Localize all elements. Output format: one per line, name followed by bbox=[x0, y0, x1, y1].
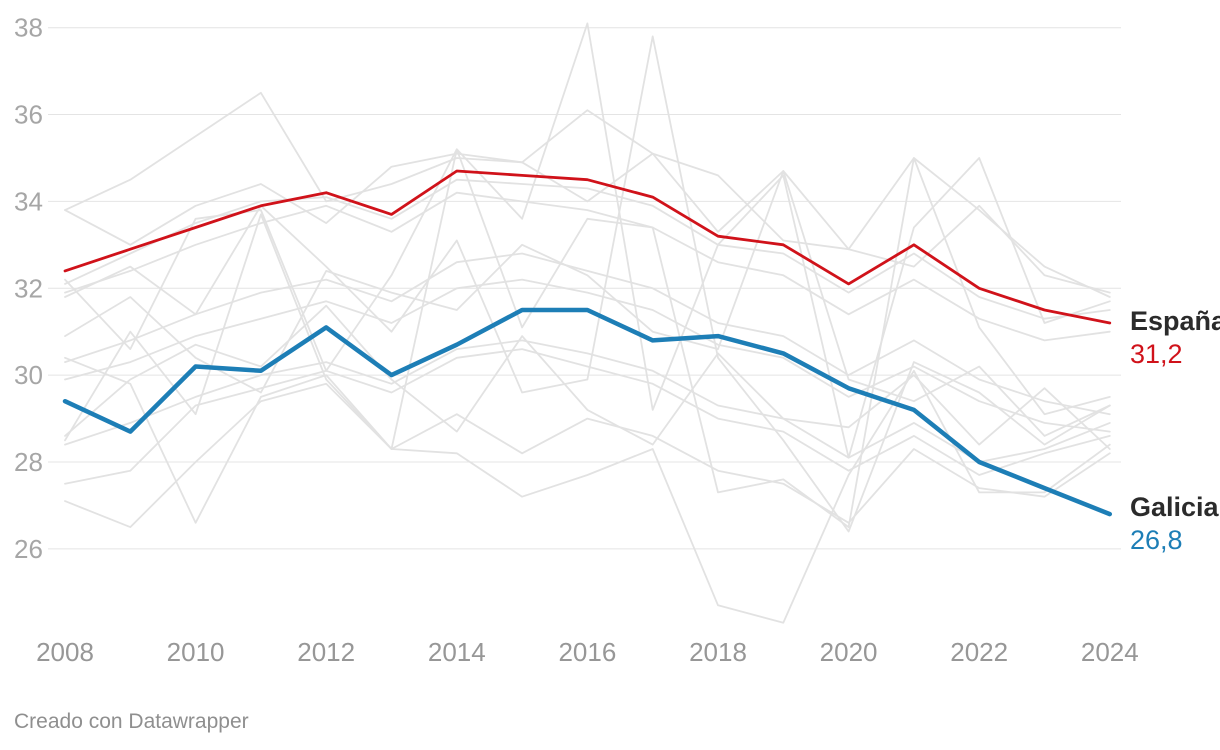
background-series-line-other-region-15 bbox=[64, 304, 1111, 450]
y-axis-tick-label: 28 bbox=[14, 447, 43, 477]
background-series-line-other-region-11 bbox=[64, 348, 1111, 485]
background-series-line-other-region-6 bbox=[64, 178, 1111, 320]
x-axis-tick-label: 2014 bbox=[428, 637, 486, 667]
background-series-line-other-region-13 bbox=[64, 109, 1111, 294]
espana-value: 31,2 bbox=[1130, 339, 1183, 369]
x-axis-tick-label: 2024 bbox=[1081, 637, 1139, 667]
background-series-line-other-region-12 bbox=[64, 382, 1111, 528]
y-axis-tick-label: 38 bbox=[14, 13, 43, 43]
espana-label: España bbox=[1130, 306, 1220, 336]
background-series-line-other-region-14 bbox=[64, 170, 1111, 437]
series-end-label-galicia: Galicia 26,8 bbox=[1130, 492, 1219, 555]
y-axis-tick-label: 32 bbox=[14, 273, 43, 303]
series-end-label-espana: España 31,2 bbox=[1130, 306, 1220, 369]
series-line-espaa bbox=[63, 169, 1112, 325]
x-axis-tick-label: 2022 bbox=[950, 637, 1008, 667]
series-line-galicia bbox=[62, 307, 1113, 517]
x-axis-tick-label: 2008 bbox=[36, 637, 94, 667]
x-axis-tick-label: 2012 bbox=[297, 637, 355, 667]
line-chart: 26 28 30 32 34 36 38 2008 2010 2012 2014 2016 2018 20… bbox=[14, 13, 1139, 667]
galicia-value: 26,8 bbox=[1130, 525, 1183, 555]
background-series-line-other-region-2 bbox=[64, 35, 1111, 533]
datawrapper-credit: Creado con Datawrapper bbox=[14, 710, 249, 733]
background-series-line-other-region-1 bbox=[64, 22, 1111, 459]
x-axis-tick-label: 2010 bbox=[167, 637, 225, 667]
y-axis-tick-label: 26 bbox=[14, 534, 43, 564]
background-series-line-other-region-3 bbox=[64, 91, 1111, 298]
galicia-label: Galicia bbox=[1130, 492, 1219, 522]
x-axis-tick-label: 2016 bbox=[558, 637, 616, 667]
background-series-line-other-region-9 bbox=[64, 278, 1111, 433]
y-axis-tick-label: 34 bbox=[14, 186, 43, 216]
background-series-line-other-region-4 bbox=[64, 356, 1111, 624]
x-axis-tick-label: 2020 bbox=[820, 637, 878, 667]
y-axis-tick-label: 30 bbox=[14, 360, 43, 390]
background-series-line-other-region-8 bbox=[64, 252, 1111, 416]
background-series-line-other-region-7 bbox=[64, 191, 1111, 342]
background-series-line-other-region-5 bbox=[64, 148, 1111, 528]
background-series-line-other-region-10 bbox=[64, 339, 1111, 463]
y-axis-tick-label: 36 bbox=[14, 100, 43, 130]
x-axis-tick-label: 2018 bbox=[689, 637, 747, 667]
